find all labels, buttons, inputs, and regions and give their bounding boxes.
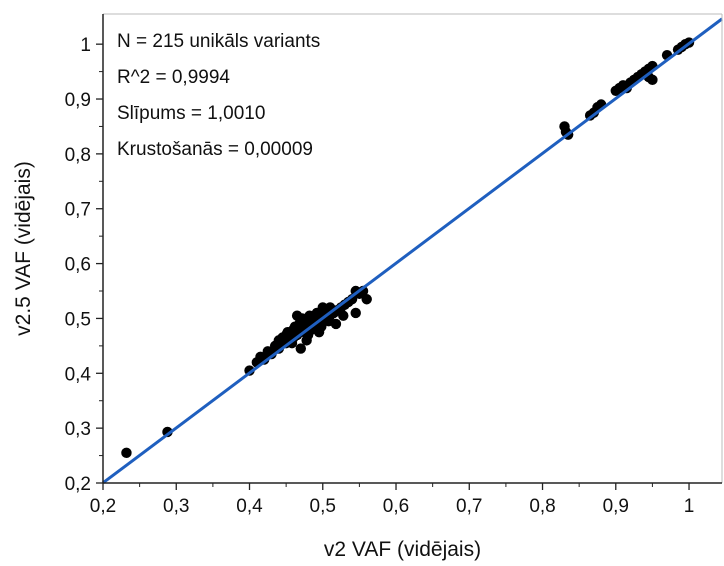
- x-tick-label: 1: [684, 496, 695, 517]
- y-tick-label: 0,2: [65, 474, 91, 495]
- x-tick-label: 0,2: [90, 496, 116, 517]
- data-point: [311, 307, 323, 319]
- stat-annotation: Slīpums = 1,0010: [117, 103, 265, 124]
- data-point: [316, 321, 327, 332]
- data-point: [295, 343, 306, 354]
- y-tick-label: 0,9: [65, 90, 91, 111]
- regression-line: [102, 17, 723, 485]
- stat-annotation: Krustošanās = 0,00009: [117, 139, 313, 160]
- y-tick-label: 1: [80, 35, 91, 56]
- x-tick-label: 0,6: [383, 496, 409, 517]
- y-tick-label: 0,5: [65, 309, 91, 330]
- y-tick-label: 0,3: [65, 419, 91, 440]
- data-point: [361, 294, 372, 305]
- x-tick-label: 0,4: [236, 496, 263, 517]
- x-tick-label: 0,3: [163, 496, 189, 517]
- data-point: [338, 310, 349, 321]
- x-tick-label: 0,9: [603, 496, 629, 517]
- points-layer: [121, 37, 695, 459]
- y-axis-label: v2.5 VAF (vidējais): [12, 161, 35, 336]
- fit-line-layer: [102, 17, 723, 485]
- annotations-layer: N = 215 unikāls variants R^2 = 0,9994 Slīp…: [117, 31, 320, 160]
- data-point: [289, 321, 301, 332]
- stat-annotation: R^2 = 0,9994: [117, 67, 230, 88]
- y-tick-label: 0,7: [65, 200, 91, 221]
- data-point: [301, 335, 312, 346]
- stat-annotation: N = 215 unikāls variants: [117, 31, 320, 52]
- data-point: [121, 447, 132, 459]
- axes-layer: 0,2 0,3 0,4 0,5 0,6 0,7 0,8 0,9 1 0,2 0,3 0,4 0,5 0,6…: [12, 13, 723, 561]
- data-point: [330, 318, 342, 330]
- data-point: [350, 307, 361, 319]
- y-tick-label: 0,6: [65, 255, 91, 276]
- x-axis-label: v2 VAF (vidējais): [324, 538, 481, 561]
- x-tick-label: 0,8: [529, 496, 555, 517]
- y-tick-label: 0,4: [65, 364, 92, 385]
- x-tick-label: 0,7: [456, 496, 482, 517]
- data-point: [282, 326, 293, 338]
- data-point: [162, 426, 173, 438]
- x-tick-label: 0,5: [310, 496, 336, 517]
- y-tick-label: 0,8: [65, 145, 91, 166]
